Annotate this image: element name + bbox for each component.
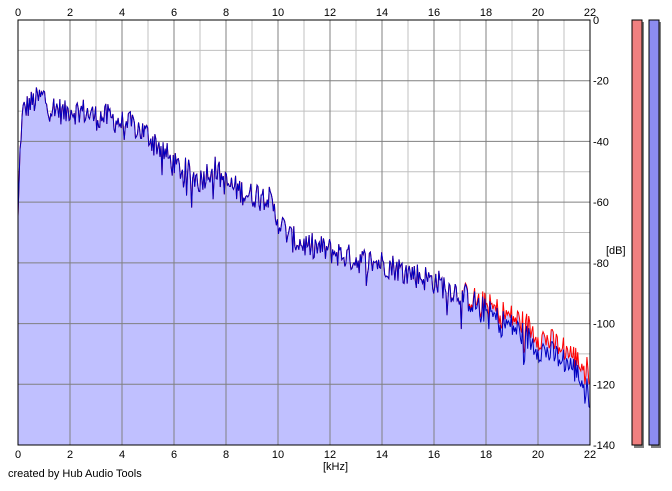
spectrum-line-channel-2	[17, 87, 591, 409]
y-tick-labels: 0 -20 -40 -60 -80 -100 -120 -140	[593, 15, 615, 452]
x-tick-label-bottom: 8	[223, 449, 229, 461]
y-axis-label: [dB]	[606, 245, 626, 257]
x-tick-label-top: 8	[223, 7, 229, 19]
x-tick-label-bottom: 10	[272, 449, 284, 461]
x-bottom-tick-labels: 0 2 4 6 8 10 12 14 16 18 20 22	[15, 449, 596, 461]
x-tick-label-top: 22	[584, 7, 596, 19]
y-tick-label: -80	[593, 258, 609, 270]
x-tick-label-top: 6	[171, 7, 177, 19]
plot-frame	[17, 19, 591, 446]
x-tick-label-top: 0	[15, 7, 21, 19]
x-axis-label: [kHz]	[323, 461, 348, 473]
x-tick-label-bottom: 2	[67, 449, 73, 461]
x-top-tick-labels: 0 2 4 6 8 10 12 14 16 18 20 22	[15, 7, 596, 19]
x-tick-label-top: 18	[480, 7, 492, 19]
major-grid	[18, 20, 590, 445]
x-tick-label-top: 2	[67, 7, 73, 19]
level-meter-channel-2	[648, 19, 660, 446]
x-tick-label-bottom: 0	[15, 449, 21, 461]
x-tick-label-top: 20	[532, 7, 544, 19]
x-tick-label-bottom: 22	[584, 449, 596, 461]
y-tick-label: -100	[593, 319, 615, 331]
x-tick-label-top: 10	[272, 7, 284, 19]
x-tick-label-bottom: 16	[428, 449, 440, 461]
x-tick-label-bottom: 20	[532, 449, 544, 461]
y-tick-label: -40	[593, 136, 609, 148]
level-meters	[631, 19, 661, 448]
y-tick-label: -120	[593, 379, 615, 391]
spectrum-line-layer	[17, 87, 591, 409]
x-tick-label-top: 12	[324, 7, 336, 19]
x-tick-label-bottom: 14	[376, 449, 388, 461]
x-tick-label-top: 14	[376, 7, 388, 19]
spectrum-area-fill	[18, 87, 590, 446]
x-tick-label-bottom: 4	[119, 449, 125, 461]
spectrum-fill-layer	[18, 87, 590, 446]
level-meter-channel-1	[631, 19, 643, 446]
x-tick-label-top: 4	[119, 7, 125, 19]
y-tick-label: -60	[593, 197, 609, 209]
y-tick-label: -140	[593, 440, 615, 452]
credit-text: created by Hub Audio Tools	[8, 468, 142, 480]
y-tick-label: 0	[593, 15, 599, 27]
x-tick-label-bottom: 18	[480, 449, 492, 461]
x-tick-label-bottom: 6	[171, 449, 177, 461]
x-tick-label-top: 16	[428, 7, 440, 19]
y-tick-label: -20	[593, 76, 609, 88]
x-tick-label-bottom: 12	[324, 449, 336, 461]
